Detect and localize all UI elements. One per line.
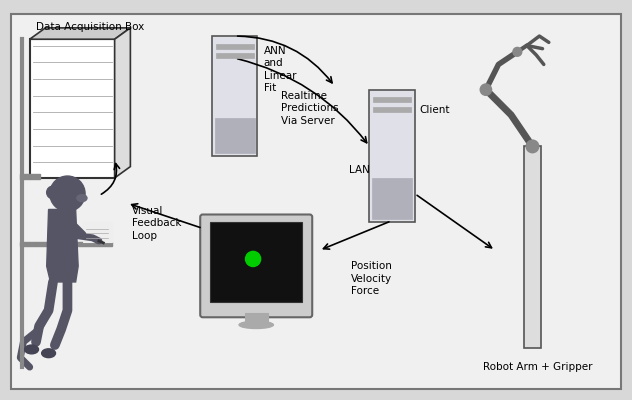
Text: Realtime
Predictions
Via Server: Realtime Predictions Via Server xyxy=(281,91,339,126)
Polygon shape xyxy=(47,210,78,282)
Text: Data Acquisition Box: Data Acquisition Box xyxy=(36,22,144,32)
Bar xyxy=(20,174,40,179)
Bar xyxy=(216,53,253,58)
Bar xyxy=(210,222,302,302)
Text: Position
Velocity
Force: Position Velocity Force xyxy=(351,261,392,296)
Bar xyxy=(374,97,411,102)
Bar xyxy=(30,39,114,178)
Text: Visual
Feedback
Loop: Visual Feedback Loop xyxy=(132,206,182,241)
Circle shape xyxy=(245,251,260,266)
Bar xyxy=(215,118,255,153)
Bar xyxy=(524,146,541,348)
Ellipse shape xyxy=(239,321,274,329)
Bar xyxy=(216,44,253,49)
Bar xyxy=(212,36,257,156)
Circle shape xyxy=(47,186,59,199)
Text: Robot Arm + Gripper: Robot Arm + Gripper xyxy=(483,362,592,372)
Text: ANN
and
Linear
Fit: ANN and Linear Fit xyxy=(264,46,296,93)
Text: LAN: LAN xyxy=(349,165,370,175)
Circle shape xyxy=(513,48,522,56)
Bar xyxy=(83,222,111,242)
Ellipse shape xyxy=(25,345,39,354)
FancyBboxPatch shape xyxy=(200,214,312,317)
Circle shape xyxy=(526,140,538,153)
Circle shape xyxy=(480,84,492,95)
Circle shape xyxy=(50,176,85,211)
Ellipse shape xyxy=(77,195,87,202)
Text: Client: Client xyxy=(420,106,451,116)
Bar xyxy=(20,242,111,246)
Bar xyxy=(372,178,412,219)
Polygon shape xyxy=(114,28,130,178)
Ellipse shape xyxy=(42,349,56,358)
Polygon shape xyxy=(30,28,130,39)
Bar xyxy=(245,314,267,326)
Bar xyxy=(370,90,415,222)
FancyBboxPatch shape xyxy=(11,14,621,389)
Bar xyxy=(374,107,411,112)
